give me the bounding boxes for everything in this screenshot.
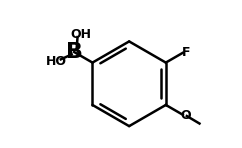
Text: OH: OH <box>71 28 92 41</box>
Text: B: B <box>66 42 83 62</box>
Text: F: F <box>182 46 191 59</box>
Text: O: O <box>180 109 191 122</box>
Text: HO: HO <box>46 55 67 68</box>
